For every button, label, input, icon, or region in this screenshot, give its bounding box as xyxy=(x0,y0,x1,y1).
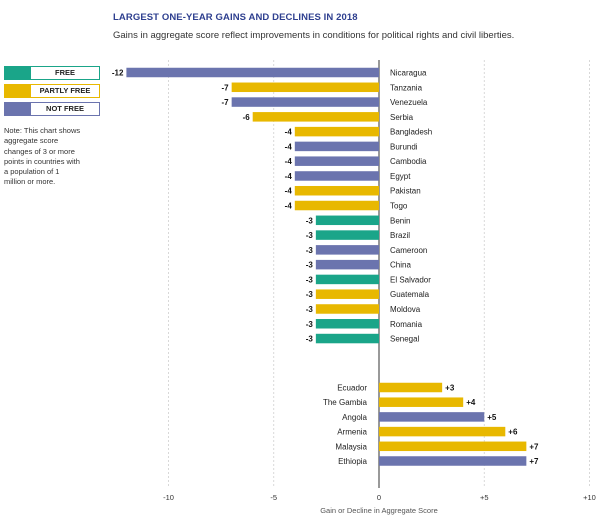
category-label: Burundi xyxy=(390,142,418,151)
bar xyxy=(315,215,379,226)
bar xyxy=(231,82,379,93)
legend-label-partly-free: PARTLY FREE xyxy=(30,84,100,98)
bar xyxy=(315,289,379,299)
bar-value-label: +6 xyxy=(508,428,518,437)
category-label: Senegal xyxy=(390,335,420,344)
x-tick-label: 0 xyxy=(377,493,381,502)
bar xyxy=(379,382,443,393)
bar-value-label: -6 xyxy=(243,113,251,122)
bar-value-label: -4 xyxy=(285,157,293,166)
category-label: Benin xyxy=(390,216,410,225)
bar-value-label: +4 xyxy=(466,398,476,407)
bar xyxy=(379,397,464,407)
bar-value-label: -12 xyxy=(112,69,124,78)
bar xyxy=(315,304,379,314)
category-label: Brazil xyxy=(390,231,410,240)
x-axis-label: Gain or Decline in Aggregate Score xyxy=(320,506,438,515)
bar xyxy=(294,141,379,152)
legend-swatch-not-free xyxy=(4,102,30,116)
chart-note: Note: This chart shows aggregate score c… xyxy=(4,126,81,187)
category-label: The Gambia xyxy=(323,398,368,407)
bar xyxy=(294,185,379,196)
bar-value-label: +7 xyxy=(529,442,539,451)
category-label: Bangladesh xyxy=(390,128,432,137)
bar-value-label: -3 xyxy=(306,335,314,344)
legend-item-partly-free: PARTLY FREE xyxy=(4,84,100,98)
bar-value-label: -3 xyxy=(306,231,314,240)
category-label: Tanzania xyxy=(390,83,423,92)
chart-subtitle: Gains in aggregate score reflect improve… xyxy=(113,30,515,41)
legend-label-not-free: NOT FREE xyxy=(30,102,100,116)
bar-value-label: +7 xyxy=(529,457,539,466)
bar xyxy=(315,245,379,255)
bar xyxy=(294,200,379,211)
category-label: Cambodia xyxy=(390,157,427,166)
bar xyxy=(315,259,379,270)
legend-swatch-free xyxy=(4,66,30,80)
x-tick-label: -10 xyxy=(163,493,174,502)
legend: FREE PARTLY FREE NOT FREE xyxy=(4,66,100,120)
bar-value-label: -7 xyxy=(222,98,230,107)
category-label: Malaysia xyxy=(335,442,367,451)
bar-value-label: -3 xyxy=(306,261,314,270)
category-label: Armenia xyxy=(337,428,367,437)
legend-label-free: FREE xyxy=(30,66,100,80)
legend-swatch-partly-free xyxy=(4,84,30,98)
bar-value-label: -3 xyxy=(306,305,314,314)
bar-value-label: -7 xyxy=(222,83,230,92)
category-label: Togo xyxy=(390,202,408,211)
bar-value-label: -3 xyxy=(306,216,314,225)
bar-value-label: -3 xyxy=(306,275,314,284)
bar-value-label: -4 xyxy=(285,128,293,137)
category-label: Venezuela xyxy=(390,98,428,107)
category-label: Ethiopia xyxy=(338,457,367,466)
bar-value-label: +5 xyxy=(487,413,497,422)
category-label: Egypt xyxy=(390,172,411,181)
category-label: Ecuador xyxy=(337,384,367,393)
bar-value-label: -4 xyxy=(285,187,293,196)
category-label: Cameroon xyxy=(390,246,427,255)
category-label: China xyxy=(390,261,411,270)
bar-value-label: -4 xyxy=(285,202,293,211)
bar-value-label: -4 xyxy=(285,172,293,181)
category-label: Pakistan xyxy=(390,187,421,196)
chart-title: LARGEST ONE-YEAR GAINS AND DECLINES IN 2… xyxy=(113,12,358,23)
category-label: El Salvador xyxy=(390,275,431,284)
x-tick-label: +10 xyxy=(583,493,596,502)
bar xyxy=(294,171,379,181)
bar xyxy=(315,274,379,285)
category-label: Angola xyxy=(342,413,367,422)
x-tick-label: +5 xyxy=(480,493,489,502)
bar xyxy=(294,126,379,137)
bar xyxy=(379,456,527,466)
category-label: Moldova xyxy=(390,305,421,314)
bar-value-label: -3 xyxy=(306,290,314,299)
bar xyxy=(294,156,379,166)
category-label: Guatemala xyxy=(390,290,430,299)
bar xyxy=(315,319,379,329)
bar xyxy=(379,412,485,422)
legend-item-not-free: NOT FREE xyxy=(4,102,100,116)
category-label: Nicaragua xyxy=(390,69,427,78)
bar xyxy=(379,426,506,437)
bar-value-label: -3 xyxy=(306,320,314,329)
legend-item-free: FREE xyxy=(4,66,100,80)
bar xyxy=(315,230,379,240)
category-label: Serbia xyxy=(390,113,414,122)
category-label: Romania xyxy=(390,320,423,329)
bar-value-label: +3 xyxy=(445,384,455,393)
bar-value-label: -3 xyxy=(306,246,314,255)
bar xyxy=(231,97,379,107)
bar xyxy=(126,67,380,78)
x-tick-label: -5 xyxy=(270,493,277,502)
bar xyxy=(315,333,379,344)
bar xyxy=(252,112,379,122)
bar-value-label: -4 xyxy=(285,142,293,151)
bar xyxy=(379,441,527,452)
